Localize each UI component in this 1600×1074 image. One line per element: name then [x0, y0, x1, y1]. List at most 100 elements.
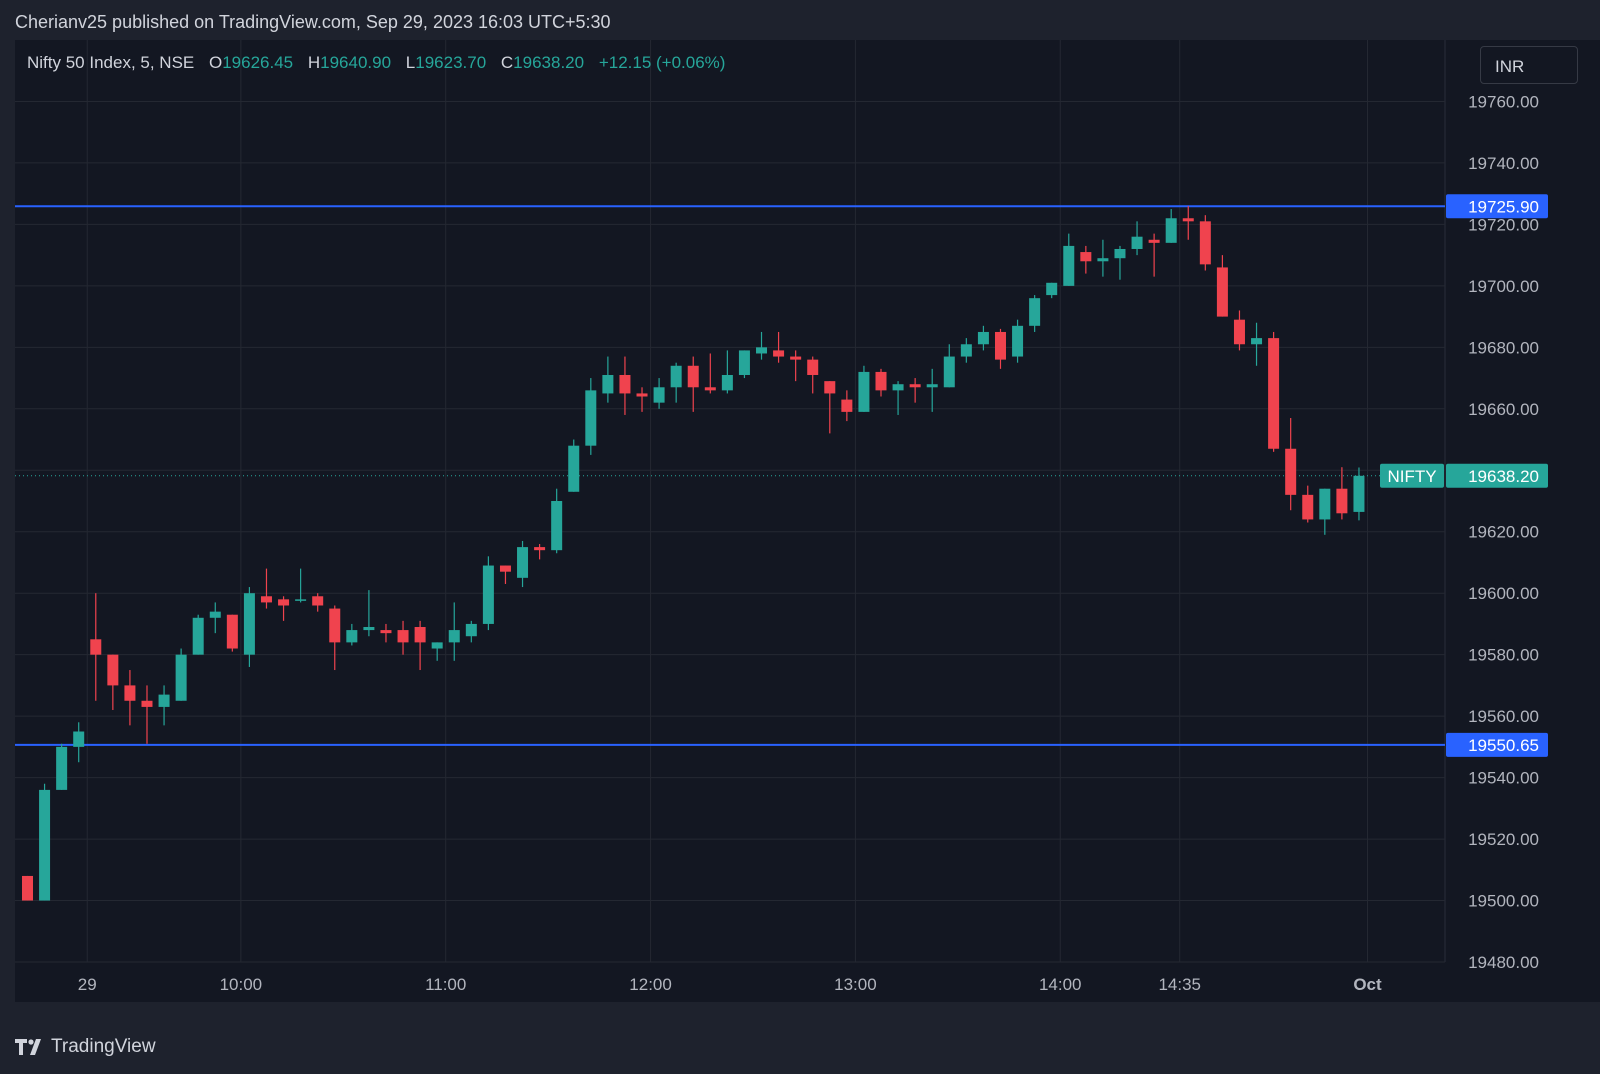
candle-body	[73, 731, 85, 747]
candle	[1046, 282, 1058, 299]
candle	[517, 540, 529, 588]
candle-body	[226, 614, 238, 649]
close-label: C	[500, 53, 514, 72]
candle	[568, 439, 580, 492]
chart-area[interactable]: 19760.00 19740.00 19720.00 19700.00 19680.00…	[0, 40, 1600, 1040]
candle-body	[431, 642, 443, 649]
currency-button[interactable]: INR	[1480, 46, 1578, 84]
price-tick-label: 19740.00	[1468, 154, 1539, 173]
candle-body	[243, 593, 255, 655]
time-tick-label: Oct	[1353, 975, 1382, 994]
candle	[107, 654, 119, 710]
candle-body	[499, 565, 511, 572]
candle-body	[1097, 258, 1109, 262]
price-tick-label: 19480.00	[1468, 953, 1539, 972]
candle-body	[1165, 218, 1177, 243]
candle-body	[482, 565, 494, 624]
candle	[141, 685, 153, 744]
candle	[1216, 255, 1228, 317]
candle	[1251, 322, 1263, 366]
price-axis[interactable]: 19760.00 19740.00 19720.00 19700.00 19680.00…	[1468, 92, 1539, 972]
candle-body	[1319, 488, 1331, 520]
time-tick-label: 14:00	[1039, 975, 1082, 994]
price-tick-label: 19560.00	[1468, 707, 1539, 726]
candle	[875, 368, 887, 397]
candle	[431, 642, 443, 661]
horizontal-line-price-label: 19550.65	[1468, 736, 1539, 755]
candle	[756, 331, 768, 360]
candle-body	[363, 627, 375, 631]
time-tick-label: 12:00	[629, 975, 672, 994]
candle	[1199, 215, 1211, 271]
candle	[22, 875, 33, 901]
price-tick-label: 19620.00	[1468, 523, 1539, 542]
symbol-tag	[1380, 463, 1444, 488]
candle-body	[346, 630, 358, 643]
price-axis-background	[1445, 40, 1600, 1002]
symbol-title[interactable]: Nifty 50 Index, 5, NSE	[27, 53, 195, 72]
candle-body	[1046, 282, 1058, 296]
candle	[807, 356, 819, 394]
candle-body	[926, 384, 938, 388]
candle	[363, 590, 375, 637]
candle-body	[636, 393, 648, 397]
high-value: 19640.90	[320, 53, 392, 72]
candle-body	[602, 374, 614, 394]
change-value: +12.15 (+0.06%)	[598, 53, 726, 72]
price-tick-label: 19600.00	[1468, 584, 1539, 603]
time-tick-label: 10:00	[220, 975, 263, 994]
candle	[329, 605, 341, 671]
candle-body	[1216, 267, 1228, 317]
horizontal-lines[interactable]	[15, 205, 1445, 746]
candle-body	[960, 344, 972, 357]
price-tick-label: 19580.00	[1468, 646, 1539, 665]
candle	[1063, 233, 1075, 286]
candle	[790, 350, 802, 382]
time-tick-label: 14:35	[1158, 975, 1201, 994]
candle	[39, 783, 51, 901]
candle	[414, 620, 426, 671]
candle	[1285, 418, 1297, 511]
candle-body	[90, 639, 102, 655]
candle-body	[670, 365, 682, 388]
candle-body	[704, 387, 716, 391]
candle-body	[909, 384, 921, 388]
candle-body	[1114, 248, 1126, 259]
candle-body	[380, 630, 392, 634]
candle-body	[858, 371, 870, 412]
candle	[721, 350, 733, 394]
footer-brand[interactable]: TradingView	[15, 1036, 156, 1058]
candle	[653, 378, 665, 409]
candle-body	[721, 374, 733, 391]
candle-body	[517, 547, 529, 578]
candle	[1182, 205, 1194, 240]
candle-body	[448, 630, 460, 643]
candle	[892, 381, 904, 415]
candle	[1268, 331, 1280, 452]
ohlc-legend: Nifty 50 Index, 5, NSE O19626.45 H19640.…	[27, 53, 725, 73]
candle	[1097, 239, 1109, 277]
close-value: 19638.20	[513, 53, 585, 72]
candle-body	[209, 611, 221, 618]
candle	[1233, 310, 1245, 351]
candle	[1302, 485, 1314, 523]
candle	[977, 325, 989, 351]
candle-body	[295, 599, 307, 601]
horizontal-line-price-tag	[1446, 194, 1548, 219]
top-bar: Cherianv25 published on TradingView.com,…	[0, 0, 1600, 40]
candle-body	[278, 599, 290, 606]
time-tick-label: 13:00	[834, 975, 877, 994]
candle-body	[1131, 236, 1143, 249]
candle-body	[192, 617, 204, 655]
candle	[994, 328, 1006, 369]
candle-body	[124, 685, 136, 701]
candle	[534, 544, 546, 560]
symbol-tag-label: NIFTY	[1387, 467, 1436, 486]
candle	[636, 387, 648, 412]
candle-body	[260, 596, 272, 603]
time-axis[interactable]: 29 10:00 11:00 12:00 13:00 14:00 14:35 Oct	[78, 975, 1382, 994]
candle-body	[619, 374, 631, 394]
candle-body	[824, 381, 836, 394]
candle-body	[687, 365, 699, 388]
price-tags: 19725.90 19550.65 NIFTY 19638.20	[1380, 194, 1548, 757]
